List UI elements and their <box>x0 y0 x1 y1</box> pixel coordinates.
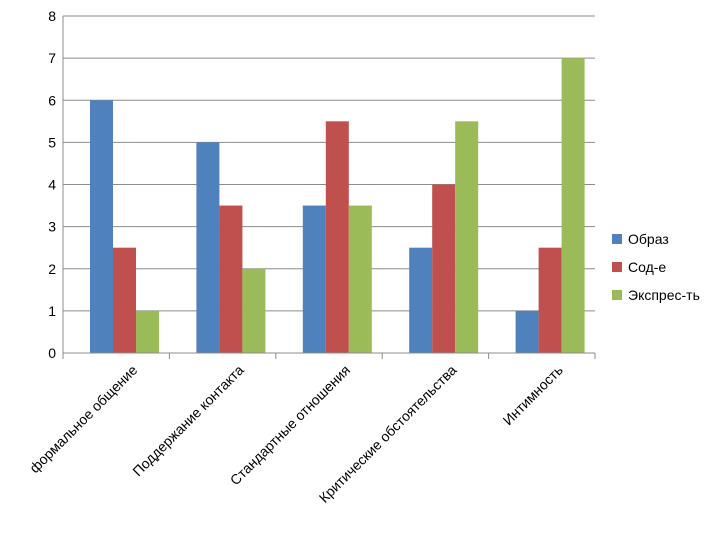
bar-1-2 <box>196 142 220 353</box>
y-tick-label: 8 <box>48 8 56 24</box>
legend: Образ Сод-е Экспрес-ть <box>612 231 700 303</box>
bar-1-5 <box>515 310 539 353</box>
bar-1-1 <box>90 100 113 353</box>
y-tick-label: 0 <box>48 345 56 361</box>
y-tick-label: 1 <box>48 303 56 319</box>
y-tick-label: 4 <box>48 177 56 193</box>
legend-label: Экспрес-ть <box>628 287 700 303</box>
legend-swatch <box>612 290 622 300</box>
bar-3-3 <box>348 205 372 353</box>
bar-3-4 <box>455 121 479 353</box>
category-label: Стандартные отношения <box>227 362 353 488</box>
bar-1-4 <box>409 247 433 353</box>
bar-2-2 <box>219 205 243 353</box>
legend-label: Образ <box>628 231 669 247</box>
bar-3-1 <box>136 310 159 353</box>
axes <box>62 16 596 359</box>
legend-swatch <box>612 234 622 244</box>
bar-2-4 <box>432 184 456 353</box>
bar-2-1 <box>113 247 136 353</box>
bar-2-5 <box>538 247 562 353</box>
legend-swatch <box>612 262 622 272</box>
bar-3-5 <box>561 58 585 353</box>
category-label: Интимность <box>500 362 566 428</box>
bar-2-3 <box>325 121 349 353</box>
y-tick-label: 7 <box>48 50 56 66</box>
bars <box>90 58 585 353</box>
y-tick-label: 2 <box>48 261 56 277</box>
bar-1-3 <box>302 205 326 353</box>
category-label: Поддержание контакта <box>129 362 247 480</box>
legend-label: Сод-е <box>628 259 666 275</box>
y-tick-label: 3 <box>48 219 56 235</box>
y-tick-label: 6 <box>48 92 56 108</box>
category-label: формальное общение <box>26 362 140 476</box>
y-axis-tick-labels: 0 1 2 3 4 5 6 7 8 <box>48 8 56 361</box>
y-tick-label: 5 <box>48 134 56 150</box>
bar-3-2 <box>242 268 266 353</box>
